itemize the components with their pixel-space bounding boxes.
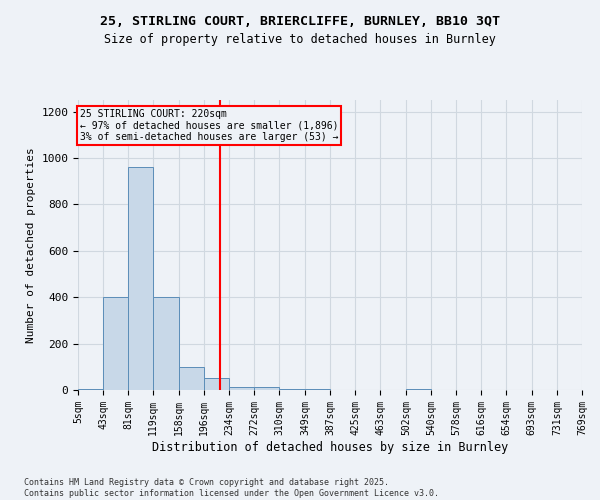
Text: 25 STIRLING COURT: 220sqm
← 97% of detached houses are smaller (1,896)
3% of sem: 25 STIRLING COURT: 220sqm ← 97% of detac… <box>80 110 338 142</box>
Y-axis label: Number of detached properties: Number of detached properties <box>26 147 36 343</box>
Bar <box>103 297 128 390</box>
Text: 25, STIRLING COURT, BRIERCLIFFE, BURNLEY, BB10 3QT: 25, STIRLING COURT, BRIERCLIFFE, BURNLEY… <box>100 15 500 28</box>
Bar <box>254 386 279 390</box>
Bar <box>78 389 103 390</box>
Text: Size of property relative to detached houses in Burnley: Size of property relative to detached ho… <box>104 32 496 46</box>
Bar <box>279 389 305 390</box>
Bar <box>204 378 229 390</box>
Bar <box>229 386 254 390</box>
Text: Contains HM Land Registry data © Crown copyright and database right 2025.
Contai: Contains HM Land Registry data © Crown c… <box>24 478 439 498</box>
Bar <box>128 168 153 390</box>
X-axis label: Distribution of detached houses by size in Burnley: Distribution of detached houses by size … <box>152 440 508 454</box>
Bar <box>153 297 179 390</box>
Bar <box>179 367 204 390</box>
